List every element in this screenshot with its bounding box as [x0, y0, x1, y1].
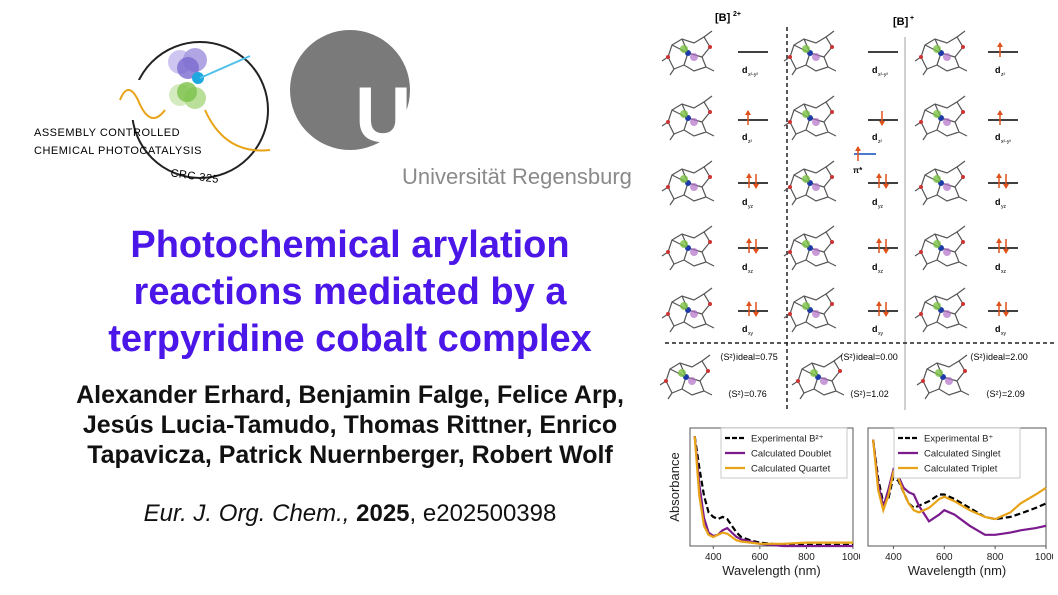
- absorbance-chart-bplus: 400 600 800 1000 Wavelength (nm) Experimental…: [867, 427, 1053, 578]
- mo-row-2: d z² d z² d x²-y² π*: [661, 95, 1018, 175]
- absorbance-chart-b2plus: 400 600 800 1000 Wavelength (nm) Absorbance Ex…: [667, 427, 860, 578]
- mo-row-5: d xy d xy d xy: [661, 287, 1018, 337]
- x-tick-label: 400: [705, 552, 722, 563]
- header-b2plus: [B]: [715, 12, 731, 24]
- svg-text:d: d: [872, 197, 878, 207]
- ur-logo-letters: UR: [355, 70, 468, 158]
- svg-text:d: d: [742, 197, 748, 207]
- header-bplus-charge: +: [910, 15, 914, 22]
- ur-logo: UR: [290, 30, 468, 158]
- s2-ideal-3: ⟨S²⟩ideal=2.00: [970, 352, 1028, 362]
- svg-text:d: d: [742, 132, 748, 142]
- s2-value-3: ⟨S²⟩=2.09: [986, 389, 1025, 399]
- orbital-diagram: [B] 2+ [B] + d x²-y² d x²-y² d z² d z² d z² d…: [660, 11, 1055, 410]
- svg-text:d: d: [872, 65, 878, 75]
- x-axis-label: Wavelength (nm): [908, 563, 1007, 578]
- crc-logo-green-orb: [177, 82, 197, 102]
- spin-density-b2plus: [660, 354, 713, 400]
- x-tick-label: 400: [885, 552, 902, 563]
- svg-text:x²-y²: x²-y²: [748, 72, 758, 78]
- svg-text:xy: xy: [748, 331, 754, 337]
- citation-year: 2025: [356, 500, 410, 527]
- svg-text:xz: xz: [748, 269, 754, 275]
- series-line-2: [693, 436, 853, 548]
- spin-density-singlet: [791, 354, 845, 400]
- svg-text:d: d: [742, 324, 748, 334]
- svg-text:xy: xy: [1001, 331, 1007, 337]
- legend-label: Experimental B²⁺: [751, 434, 824, 445]
- svg-text:d: d: [742, 65, 748, 75]
- pi-star-label: π*: [853, 166, 863, 175]
- article-number: , e202500398: [409, 500, 557, 527]
- legend-label: Calculated Triplet: [924, 464, 998, 475]
- svg-text:z²: z²: [748, 139, 753, 145]
- x-tick-label: 800: [798, 552, 815, 563]
- legend-label: Experimental B⁺: [924, 434, 993, 445]
- series-line-1: [872, 439, 1047, 521]
- svg-text:x²-y²: x²-y²: [878, 72, 888, 78]
- crc-logo-blue-dot: [192, 72, 204, 84]
- svg-text:z²: z²: [1001, 72, 1006, 78]
- citation: Eur. J. Org. Chem., 2025, e202500398: [60, 500, 640, 528]
- series-line-3: [693, 436, 853, 545]
- svg-text:x²-y²: x²-y²: [1001, 139, 1011, 145]
- x-tick-label: 800: [987, 552, 1004, 563]
- crc-logo-wave: [119, 89, 166, 119]
- svg-text:d: d: [742, 262, 748, 272]
- paper-title: Photochemical arylation reactions mediat…: [108, 224, 592, 360]
- s2-value-2: ⟨S²⟩=1.02: [850, 389, 889, 399]
- series-line-3: [872, 439, 1047, 521]
- svg-text:yz: yz: [748, 204, 754, 210]
- mo-row-4: d xz d xz d xz: [661, 225, 1018, 275]
- x-tick-label: 1000: [842, 552, 860, 563]
- svg-text:z²: z²: [878, 139, 883, 145]
- svg-text:d: d: [995, 132, 1001, 142]
- legend-label: Calculated Quartet: [751, 464, 831, 475]
- svg-text:xz: xz: [878, 269, 884, 275]
- crc-logo-purple-orb: [177, 57, 199, 79]
- x-tick-label: 1000: [1035, 552, 1053, 563]
- svg-text:xy: xy: [878, 331, 884, 337]
- svg-text:d: d: [872, 324, 878, 334]
- y-axis-label: Absorbance: [667, 452, 682, 521]
- series-line-1: [693, 436, 853, 546]
- svg-text:d: d: [872, 132, 878, 142]
- legend-label: Calculated Singlet: [924, 449, 1001, 460]
- journal-name: Eur. J. Org. Chem.,: [143, 500, 350, 527]
- mo-row-1: d x²-y² d x²-y² d z²: [661, 30, 1018, 78]
- header-b2plus-charge: 2+: [733, 11, 741, 18]
- ur-logo-circle: [290, 30, 410, 150]
- s2-ideal-1: ⟨S²⟩ideal=0.75: [720, 352, 778, 362]
- svg-text:d: d: [872, 262, 878, 272]
- crc-badge: CRC 325: [170, 167, 220, 186]
- svg-text:d: d: [995, 197, 1001, 207]
- s2-value-1: ⟨S²⟩=0.76: [728, 389, 767, 399]
- university-name: Universität Regensburg: [402, 164, 632, 189]
- mo-row-3: d yz d yz d yz: [661, 160, 1018, 210]
- x-axis-label: Wavelength (nm): [722, 563, 821, 578]
- svg-text:yz: yz: [878, 204, 884, 210]
- x-tick-label: 600: [936, 552, 953, 563]
- svg-text:xz: xz: [1001, 269, 1007, 275]
- svg-text:yz: yz: [1001, 204, 1007, 210]
- crc-line-2: CHEMICAL PHOTOCATALYSIS: [34, 145, 202, 157]
- author-list: Alexander Erhard, Benjamin Falge, Felice…: [76, 381, 624, 469]
- svg-text:d: d: [995, 262, 1001, 272]
- x-tick-label: 600: [752, 552, 769, 563]
- header-bplus: [B]: [893, 16, 909, 28]
- crc-line-1: ASSEMBLY CONTROLLED: [34, 127, 180, 139]
- s2-ideal-2: ⟨S²⟩ideal=0.00: [840, 352, 898, 362]
- legend-label: Calculated Doublet: [751, 449, 832, 460]
- crc-325-logo: ASSEMBLY CONTROLLED CHEMICAL PHOTOCATALY…: [34, 41, 271, 186]
- spin-density-triplet: [916, 354, 970, 400]
- svg-text:d: d: [995, 324, 1001, 334]
- svg-text:d: d: [995, 65, 1001, 75]
